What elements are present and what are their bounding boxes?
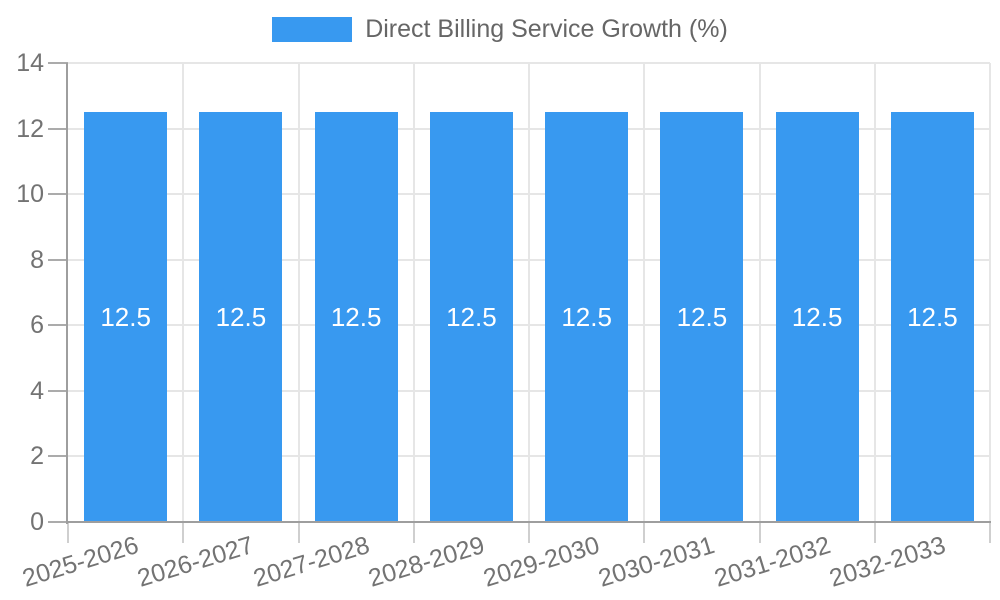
y-axis-tick: [48, 389, 68, 392]
legend-swatch: [272, 17, 353, 42]
y-axis-tick: [48, 193, 68, 196]
y-axis-tick-label: 14: [16, 49, 44, 77]
y-axis-tick-label: 4: [30, 376, 44, 405]
bar: [890, 112, 974, 521]
x-axis-tick: [528, 523, 530, 543]
y-axis-tick: [48, 324, 68, 327]
x-axis-category-label: 2029-2030: [480, 531, 603, 593]
bar: [314, 112, 398, 521]
y-axis-tick-label: 8: [30, 245, 44, 274]
x-axis-category-label: 2031-2032: [710, 531, 834, 593]
y-axis-tick-label: 12: [16, 114, 44, 143]
y-axis-tick-label: 2: [30, 442, 44, 471]
y-axis-tick: [48, 521, 68, 523]
bar-value-label: 12.5: [561, 302, 612, 333]
gridline-vertical: [873, 63, 876, 522]
bar: [199, 112, 283, 521]
x-axis-tick: [67, 523, 69, 543]
y-axis-tick: [48, 127, 68, 130]
x-axis-category-label: 2030-2031: [595, 531, 719, 593]
y-axis-tick: [48, 455, 68, 458]
y-axis-tick-label: 6: [30, 311, 44, 340]
legend-label: Direct Billing Service Growth (%): [365, 15, 728, 43]
x-axis-tick: [758, 523, 761, 543]
x-axis-tick: [297, 523, 300, 543]
bar: [660, 112, 744, 521]
x-axis-category-label: 2032-2033: [826, 531, 949, 593]
x-axis-category-label: 2027-2028: [249, 531, 373, 593]
y-axis-line: [66, 63, 68, 524]
gridline-vertical: [528, 63, 530, 522]
y-axis-tick: [48, 258, 68, 261]
bar-value-label: 12.5: [215, 302, 267, 333]
x-axis-tick: [873, 523, 876, 543]
x-axis-tick: [182, 523, 185, 543]
y-axis-tick-label: 10: [16, 180, 44, 209]
legend: Direct Billing Service Growth (%): [0, 16, 1000, 43]
gridline-vertical: [989, 63, 991, 522]
gridline-vertical: [182, 63, 185, 522]
bar-value-label: 12.5: [791, 302, 843, 333]
gridline-vertical: [758, 63, 761, 522]
x-axis-tick: [643, 523, 646, 543]
x-axis-tick: [412, 523, 415, 543]
bar: [775, 112, 859, 521]
y-axis-tick-label: 0: [30, 508, 44, 536]
y-axis-tick: [48, 62, 68, 64]
bar: [84, 112, 168, 521]
bar-value-label: 12.5: [446, 302, 497, 333]
x-axis-tick: [989, 523, 991, 543]
bar: [545, 112, 629, 521]
gridline-vertical: [412, 63, 415, 522]
x-axis-category-label: 2028-2029: [365, 531, 488, 593]
bar-value-label: 12.5: [907, 302, 958, 333]
x-axis-line: [66, 521, 991, 523]
x-axis-category-label: 2026-2027: [134, 531, 258, 593]
x-axis-category-label: 2025-2026: [19, 531, 142, 593]
bar-value-label: 12.5: [330, 302, 382, 333]
bar-value-label: 12.5: [100, 302, 151, 333]
bar-value-label: 12.5: [676, 302, 728, 333]
gridline-vertical: [643, 63, 646, 522]
bar: [429, 112, 513, 521]
gridline-vertical: [297, 63, 300, 522]
